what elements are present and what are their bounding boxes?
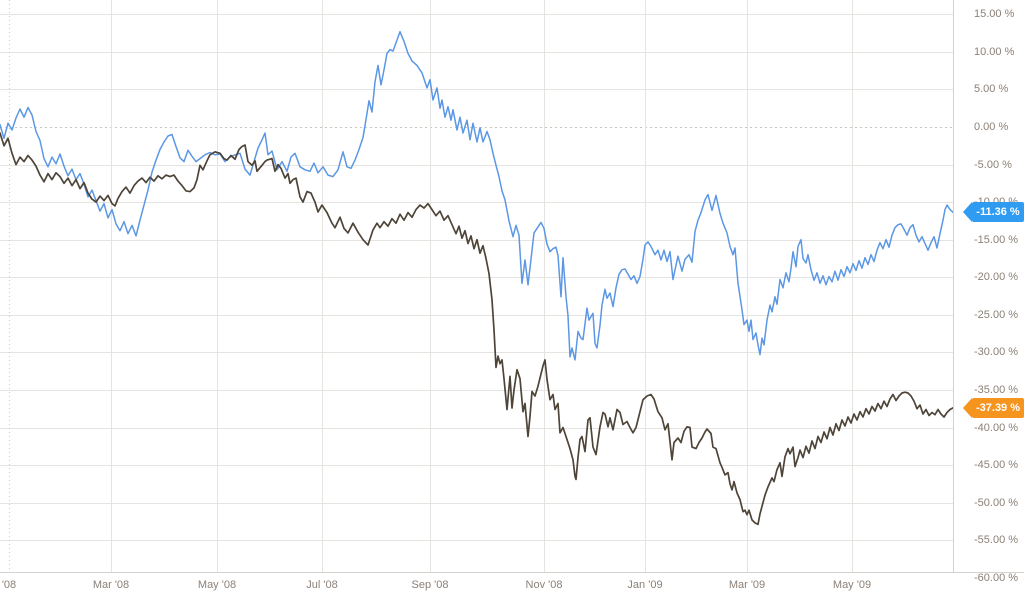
time-axis-label: Mar '08 — [92, 579, 130, 591]
price-axis-label: -35.00 % — [974, 384, 1019, 396]
price-axis-label: 15.00 % — [974, 8, 1015, 20]
price-badge-orange-value: -37.39 % — [975, 402, 1021, 414]
series-blue[interactable] — [0, 30, 953, 361]
price-axis-label: -40.00 % — [974, 422, 1019, 434]
price-axis-label: -60.00 % — [974, 572, 1019, 584]
price-badge-arrow-icon — [963, 202, 972, 222]
price-axis-label: -55.00 % — [974, 534, 1019, 546]
series-lines[interactable] — [0, 30, 953, 526]
grid-lines — [0, 0, 953, 572]
time-axis-label: May '09 — [832, 579, 872, 591]
time-axis-label: May '08 — [197, 579, 237, 591]
price-axis-label: 10.00 % — [974, 46, 1015, 58]
time-axis-border — [0, 572, 1024, 573]
time-axis[interactable]: '08 Mar '08 May '08 Jul '08 Sep '08 Nov '08 Ja… — [0, 573, 953, 597]
price-axis[interactable]: 15.00 %10.00 %5.00 %0.00 %-5.00 %-10.00 … — [953, 0, 1024, 597]
price-axis-label: 5.00 % — [974, 83, 1009, 95]
price-badge-blue-series: -11.36 % — [963, 202, 1024, 222]
series-brown[interactable] — [0, 132, 953, 526]
price-axis-border — [953, 0, 954, 572]
time-axis-label: '08 — [1, 579, 17, 591]
time-axis-label: Jan '09 — [627, 579, 663, 591]
price-badge-blue-value: -11.36 % — [976, 206, 1020, 218]
time-axis-label: Sep '08 — [411, 579, 449, 591]
price-axis-label: -20.00 % — [974, 271, 1019, 283]
price-badge-brown-series: -37.39 % — [963, 398, 1024, 418]
price-axis-label: -15.00 % — [974, 234, 1019, 246]
time-axis-label: Nov '08 — [525, 579, 563, 591]
price-axis-label: -45.00 % — [974, 459, 1019, 471]
price-axis-label: -5.00 % — [974, 159, 1012, 171]
price-axis-label: -50.00 % — [974, 497, 1019, 509]
time-axis-label: Jul '08 — [306, 579, 338, 591]
price-badge-arrow-icon — [963, 398, 972, 418]
price-axis-label: -30.00 % — [974, 346, 1019, 358]
price-axis-label: 0.00 % — [974, 121, 1009, 133]
plot-area[interactable] — [0, 0, 953, 572]
time-axis-label: Mar '09 — [728, 579, 766, 591]
price-axis-label: -25.00 % — [974, 309, 1019, 321]
